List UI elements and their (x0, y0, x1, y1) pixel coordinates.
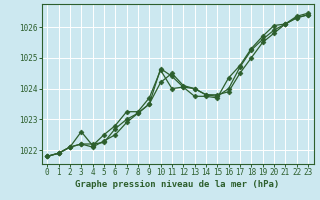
X-axis label: Graphe pression niveau de la mer (hPa): Graphe pression niveau de la mer (hPa) (76, 180, 280, 189)
